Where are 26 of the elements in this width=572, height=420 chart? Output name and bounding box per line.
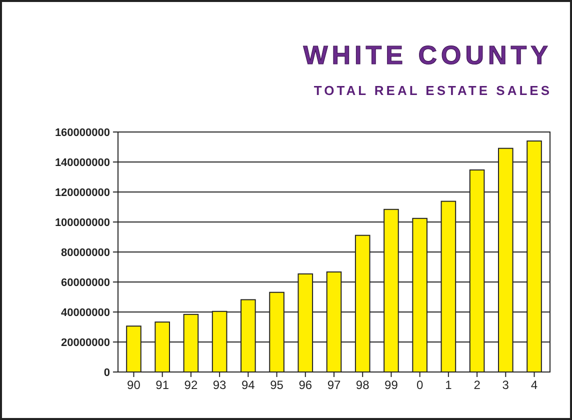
y-tick-label: 20000000 xyxy=(61,336,110,349)
y-tick-label: 0 xyxy=(104,366,110,379)
y-tick-label: 60000000 xyxy=(61,276,110,289)
x-tick-label: 2 xyxy=(474,378,481,392)
x-tick-label: 95 xyxy=(270,378,284,392)
y-tick-label: 140000000 xyxy=(54,156,110,169)
x-tick-label: 3 xyxy=(502,378,510,392)
y-tick-label: 80000000 xyxy=(61,246,110,259)
y-tick-label: 40000000 xyxy=(61,306,110,319)
chart-subtitle: TOTAL REAL ESTATE SALES xyxy=(314,83,552,98)
x-tick-label: 99 xyxy=(384,378,398,392)
x-tick-label: 4 xyxy=(530,378,538,392)
x-tick-label: 96 xyxy=(298,378,312,392)
x-tick-label: 91 xyxy=(156,378,170,392)
x-tick-label: 98 xyxy=(356,378,370,392)
x-tick-label: 97 xyxy=(327,378,341,392)
x-tick-label: 94 xyxy=(241,378,256,392)
y-tick-label: 120000000 xyxy=(54,186,110,199)
y-tick-label: 100000000 xyxy=(54,216,110,229)
x-tick-label: 1 xyxy=(445,378,452,392)
x-tick-label: 93 xyxy=(212,378,227,392)
y-tick-label: 160000000 xyxy=(54,126,110,139)
x-tick-label: 0 xyxy=(416,378,424,392)
x-tick-label: 92 xyxy=(184,378,198,392)
x-tick-label: 90 xyxy=(127,378,141,392)
chart-title: WHITE COUNTY xyxy=(303,40,552,70)
